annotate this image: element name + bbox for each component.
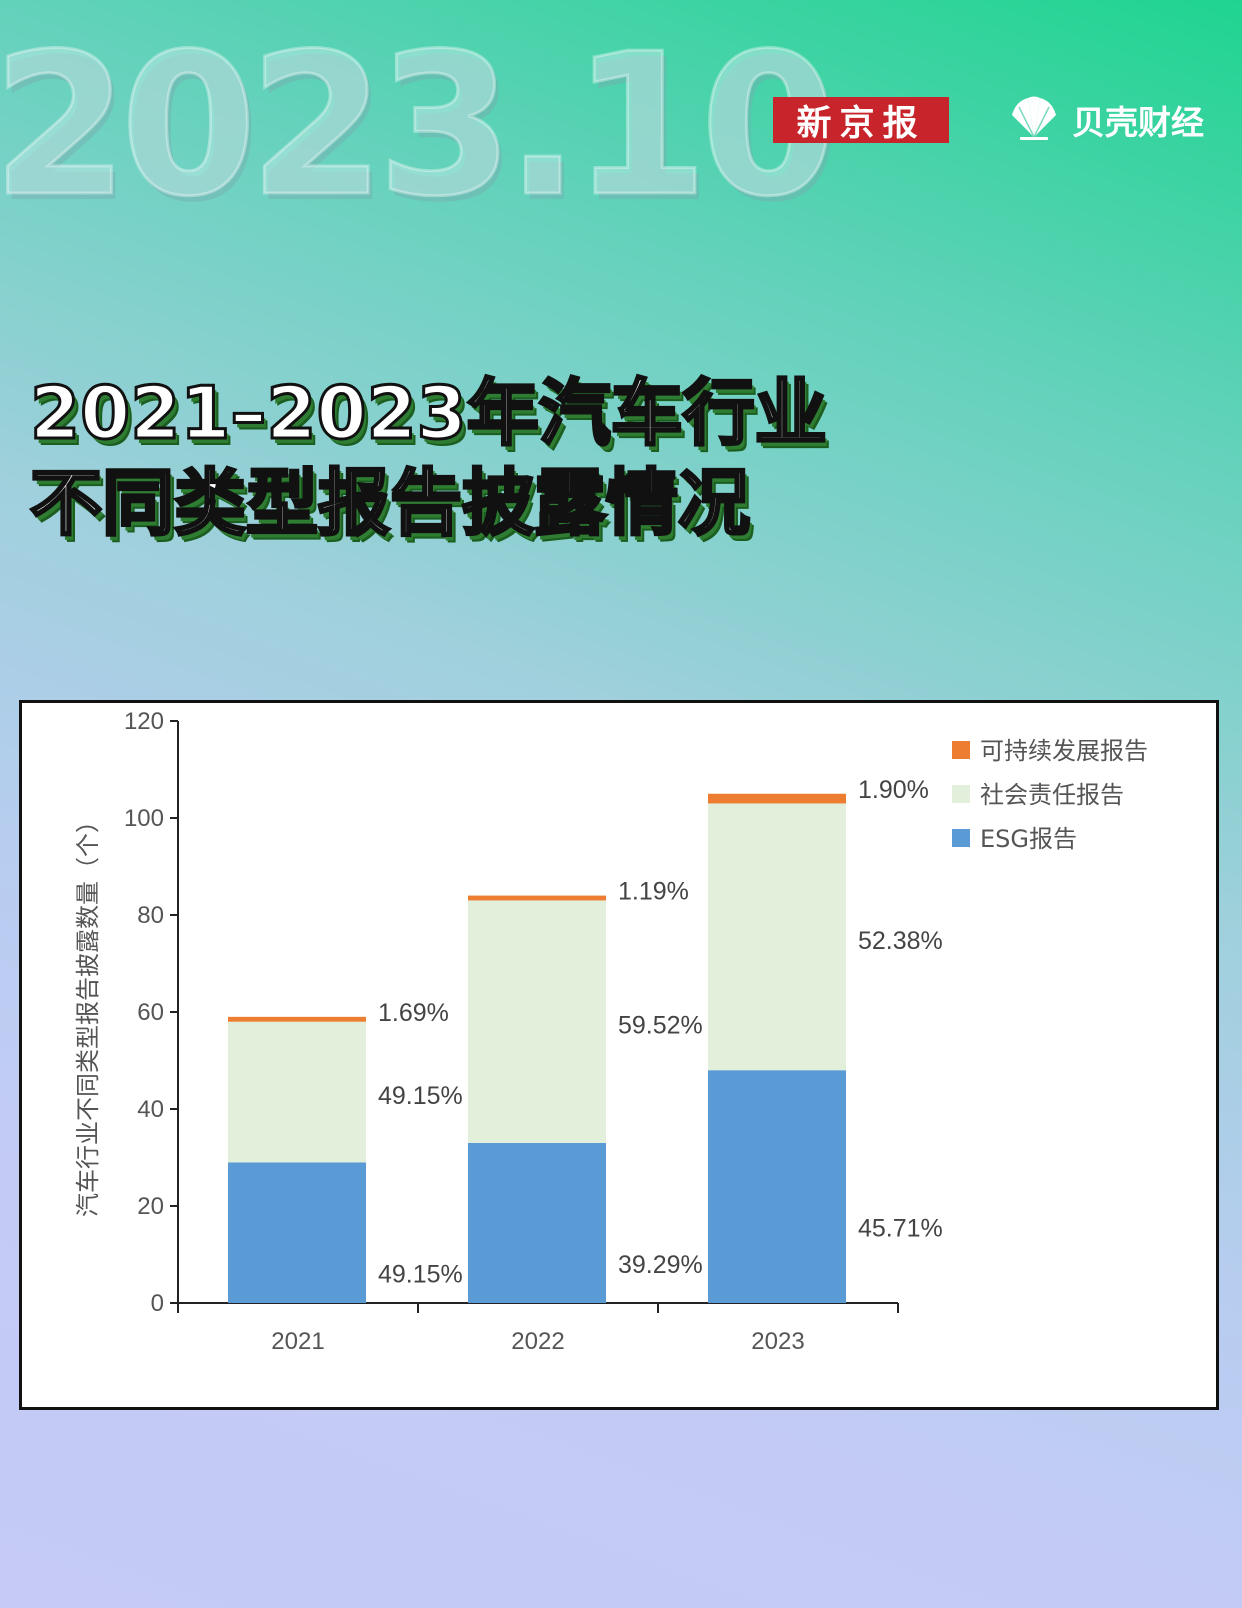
legend-item: ESG报告 — [980, 825, 1077, 853]
y-tick-label: 100 — [124, 805, 164, 832]
data-label: 1.90% — [858, 776, 929, 804]
data-label: 1.19% — [618, 878, 689, 906]
data-label: 45.71% — [858, 1215, 943, 1243]
data-label: 49.15% — [378, 1082, 463, 1110]
legend-swatch — [952, 741, 970, 759]
date-watermark: 2023.10 — [0, 12, 838, 240]
shell-icon — [1006, 93, 1062, 147]
data-label: 52.38% — [858, 927, 943, 955]
data-label: 59.52% — [618, 1012, 703, 1040]
bar-2022-series-2 — [468, 895, 606, 901]
x-tick-label: 2022 — [511, 1328, 564, 1355]
legend-swatch — [952, 785, 970, 803]
title-line-1: 2021–2023年汽车行业 — [29, 370, 829, 457]
xinjingbao-logo: 新京报 — [773, 97, 949, 144]
data-label: 39.29% — [618, 1251, 703, 1279]
data-label: 1.69% — [378, 999, 449, 1027]
data-label: 49.15% — [378, 1261, 463, 1289]
page-title: 2021–2023年汽车行业 不同类型报告披露情况 — [29, 368, 829, 548]
stacked-bar-chart: 0 20 40 60 80 100 120 49.15% 49.15% 1.69% 2021 39.2… — [74, 708, 1148, 1355]
bar-2023-series-2 — [708, 793, 846, 804]
y-tick-label: 20 — [137, 1193, 164, 1220]
title-line-2: 不同类型报告披露情况 — [29, 460, 752, 547]
x-tick-label: 2021 — [271, 1328, 324, 1355]
bar-2021-series-1 — [228, 1021, 366, 1163]
chart-card: 0 20 40 60 80 100 120 49.15% 49.15% 1.69% 2021 39.2… — [19, 700, 1219, 1410]
beike-logo: 贝壳财经 — [1006, 92, 1204, 148]
legend-swatch — [952, 829, 970, 847]
y-tick-label: 60 — [137, 999, 164, 1026]
y-axis-label: 汽车行业不同类型报告披露数量（个） — [74, 809, 102, 1217]
bar-2023-series-0 — [708, 1070, 846, 1303]
y-tick-label: 40 — [137, 1096, 164, 1123]
y-tick-label: 120 — [124, 708, 164, 735]
beike-logo-text: 贝壳财经 — [1072, 103, 1204, 142]
bar-2021-series-2 — [228, 1016, 366, 1022]
legend-item: 可持续发展报告 — [980, 737, 1148, 765]
x-tick-label: 2023 — [751, 1328, 804, 1355]
bar-2021-series-0 — [228, 1162, 366, 1303]
bar-2022-series-1 — [468, 900, 606, 1143]
legend-item: 社会责任报告 — [980, 781, 1124, 809]
y-tick-label: 80 — [137, 902, 164, 929]
y-tick-label: 0 — [151, 1290, 164, 1317]
bar-2023-series-1 — [708, 803, 846, 1071]
bar-2022-series-0 — [468, 1142, 606, 1303]
